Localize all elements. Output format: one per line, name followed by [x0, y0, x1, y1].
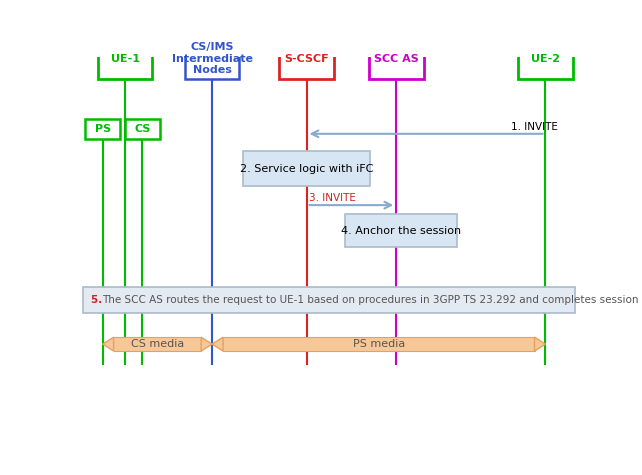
FancyArrow shape: [201, 337, 212, 351]
FancyArrow shape: [103, 337, 114, 351]
Text: CS: CS: [134, 124, 151, 134]
FancyBboxPatch shape: [125, 119, 160, 139]
Text: 5.: 5.: [91, 295, 106, 305]
Text: PS: PS: [94, 124, 110, 134]
Text: CS media: CS media: [131, 339, 184, 349]
Text: 2. Service logic with iFC: 2. Service logic with iFC: [240, 163, 373, 173]
FancyArrow shape: [212, 337, 223, 351]
Text: CS/IMS
Intermediate
Nodes: CS/IMS Intermediate Nodes: [171, 42, 252, 76]
FancyBboxPatch shape: [345, 214, 457, 247]
Text: S-CSCF: S-CSCF: [284, 54, 329, 64]
Text: 4. Anchor the session: 4. Anchor the session: [341, 226, 461, 236]
FancyBboxPatch shape: [369, 39, 424, 79]
FancyBboxPatch shape: [83, 287, 575, 313]
FancyArrow shape: [535, 337, 546, 351]
FancyBboxPatch shape: [279, 39, 334, 79]
Text: SCC AS: SCC AS: [374, 54, 419, 64]
Text: UE-1: UE-1: [110, 54, 139, 64]
Text: 1. INVITE: 1. INVITE: [511, 122, 558, 132]
FancyBboxPatch shape: [85, 119, 120, 139]
Text: The SCC AS routes the request to UE-1 based on procedures in 3GPP TS 23.292 and : The SCC AS routes the request to UE-1 ba…: [102, 295, 642, 305]
Text: 3. INVITE: 3. INVITE: [309, 192, 356, 202]
FancyBboxPatch shape: [518, 39, 573, 79]
FancyBboxPatch shape: [243, 151, 370, 187]
Text: UE-2: UE-2: [531, 54, 560, 64]
FancyBboxPatch shape: [223, 337, 535, 351]
FancyBboxPatch shape: [98, 39, 152, 79]
Text: PS media: PS media: [352, 339, 405, 349]
FancyBboxPatch shape: [114, 337, 201, 351]
FancyBboxPatch shape: [185, 39, 239, 79]
